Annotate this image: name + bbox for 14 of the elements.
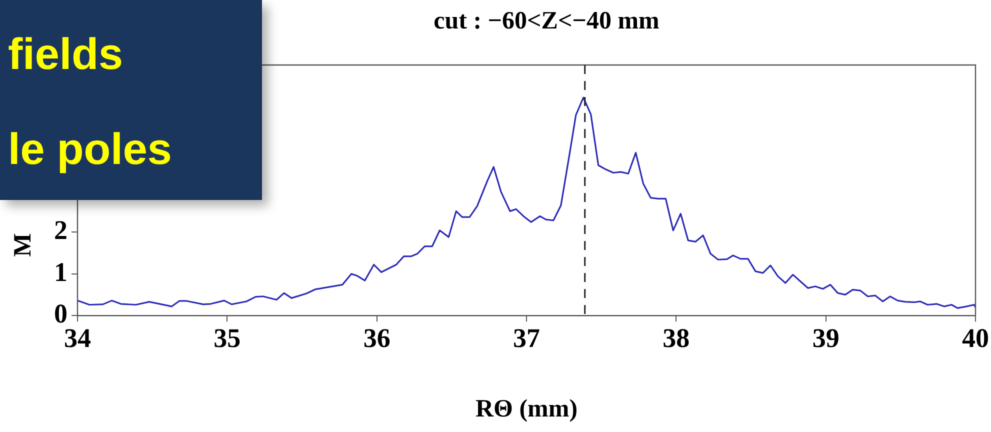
annotation: fields xyxy=(8,30,123,80)
y-axis-title: M xyxy=(9,233,36,257)
x-axis-title: RΘ (mm) xyxy=(475,395,578,422)
text-box: fields le poles xyxy=(0,0,262,200)
y-tick-label: 1 xyxy=(54,256,68,287)
chart-title: cut : −60<Z<−40 mm xyxy=(434,7,660,34)
x-tick-label: 35 xyxy=(214,322,241,353)
annotation: le poles xyxy=(8,125,172,175)
x-tick-label: 36 xyxy=(363,322,390,353)
y-tick-label: 2 xyxy=(54,215,68,246)
x-tick-label: 39 xyxy=(812,322,840,353)
x-tick-label: 38 xyxy=(662,322,690,353)
x-tick-label: 40 xyxy=(962,322,989,353)
x-tick-label: 37 xyxy=(513,322,540,353)
